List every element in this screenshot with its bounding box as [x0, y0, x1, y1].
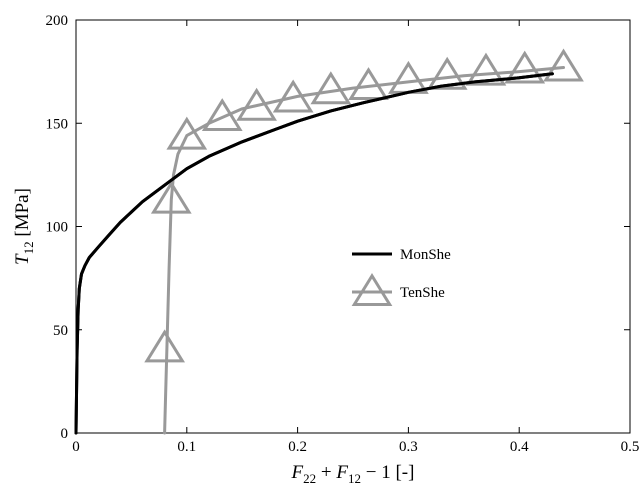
- x-tick-label: 0.2: [288, 439, 307, 455]
- legend-label-monshe: MonShe: [400, 247, 451, 263]
- x-tick-label: 0.4: [510, 439, 529, 455]
- x-tick-label: 0.5: [621, 439, 640, 455]
- x-label-base-right: F: [335, 462, 348, 483]
- legend: MonShe TenShe: [351, 247, 451, 306]
- tenshe-marker: [166, 116, 208, 150]
- x-tick-label: 0.1: [177, 439, 196, 455]
- series-line-tenshe: [163, 66, 565, 435]
- x-label-base-left: F: [291, 462, 304, 483]
- legend-marker-tenshe: [351, 273, 393, 306]
- tenshe-marker: [504, 50, 546, 84]
- x-label-mid: +: [316, 462, 336, 483]
- x-label-sub-right: 12: [348, 471, 361, 486]
- tenshe-marker: [236, 87, 277, 121]
- legend-label-tenshe: TenShe: [400, 285, 445, 301]
- y-tick-label: 50: [53, 323, 68, 339]
- tenshe-marker: [543, 48, 584, 82]
- y-label-sub: 12: [21, 241, 36, 254]
- x-tick-label: 0: [72, 439, 80, 455]
- y-tick-label: 100: [46, 220, 69, 236]
- plot-area-border: [75, 19, 631, 434]
- tenshe-marker: [310, 71, 352, 105]
- tenshe-marker: [426, 56, 468, 90]
- x-axis-label: F22 + F12 − 1 [-]: [291, 462, 415, 486]
- x-tick-label: 0.3: [399, 439, 418, 455]
- tenshe-marker: [144, 329, 186, 363]
- y-label-tail: [MPa]: [12, 188, 33, 241]
- tenshe-marker: [348, 67, 389, 101]
- tenshe-marker: [150, 180, 192, 214]
- plot-frame: [75, 19, 631, 434]
- x-label-tail: − 1 [-]: [361, 462, 414, 483]
- y-axis-label: T12 [MPa]: [12, 188, 36, 265]
- ticks-layer: 0 0.1 0.2 0.3 0.4 0.5 0 50 100 150 200: [46, 13, 640, 455]
- y-label-base: T: [12, 253, 33, 265]
- series-line-monshe: [74, 72, 554, 435]
- series-line-monshe-top: [74, 72, 554, 435]
- series-layer: [74, 48, 584, 435]
- tenshe-marker: [272, 79, 314, 113]
- tenshe-marker: [201, 98, 243, 132]
- y-tick-label: 150: [46, 116, 69, 132]
- tenshe-marker: [465, 52, 507, 86]
- y-tick-label: 200: [46, 13, 69, 29]
- y-tick-label: 0: [61, 426, 69, 442]
- x-label-sub-left: 22: [303, 471, 316, 486]
- tenshe-marker: [388, 60, 429, 94]
